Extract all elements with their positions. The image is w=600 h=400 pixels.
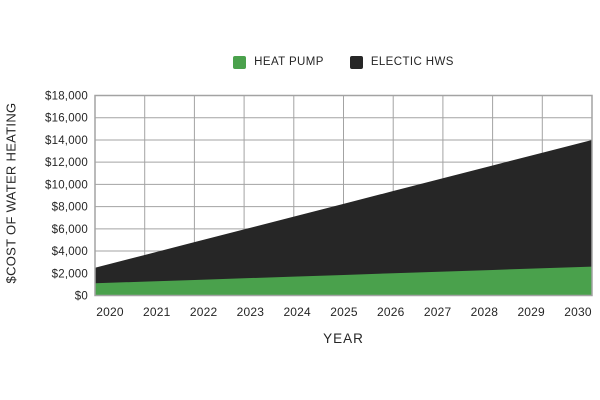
y-tick-label: $4,000 <box>52 246 88 258</box>
x-tick-label: 2024 <box>283 305 311 319</box>
y-tick-label: $8,000 <box>52 202 88 214</box>
x-tick-label: 2030 <box>564 305 592 319</box>
x-tick-label: 2020 <box>96 305 124 319</box>
y-tick-label: $6,000 <box>52 224 88 236</box>
y-tick-label: $12,000 <box>45 157 88 169</box>
legend-item-electic-hws: ELECTIC HWS <box>349 55 454 69</box>
x-tick-label: 2029 <box>517 305 545 319</box>
x-tick-label: 2023 <box>237 305 265 319</box>
legend-label-heat-pump: HEAT PUMP <box>254 56 324 68</box>
heat-pump-area <box>95 266 592 296</box>
y-tick-label: $2,000 <box>52 268 88 280</box>
legend: HEAT PUMP ELECTIC HWS <box>95 54 592 70</box>
y-tick-label: $10,000 <box>45 179 88 191</box>
x-tick-label: 2022 <box>190 305 218 319</box>
x-axis-title: YEAR <box>323 331 364 346</box>
y-tick-label: $18,000 <box>45 91 88 103</box>
y-tick-label: $0 <box>75 291 88 303</box>
x-tick-label: 2025 <box>330 305 358 319</box>
electic-hws-swatch-icon <box>349 55 363 69</box>
x-tick-label: 2021 <box>143 305 171 319</box>
legend-item-heat-pump: HEAT PUMP <box>233 55 324 69</box>
x-tick-label: 2028 <box>471 305 499 319</box>
plot-frame <box>94 94 593 297</box>
x-tick-label: 2027 <box>424 305 452 319</box>
legend-label-electic-hws: ELECTIC HWS <box>370 56 454 68</box>
electic-hws-area <box>95 139 592 296</box>
y-tick-label: $14,000 <box>45 135 88 147</box>
y-tick-label: $16,000 <box>45 113 88 125</box>
heat-pump-swatch-icon <box>233 55 247 69</box>
x-tick-label: 2026 <box>377 305 405 319</box>
